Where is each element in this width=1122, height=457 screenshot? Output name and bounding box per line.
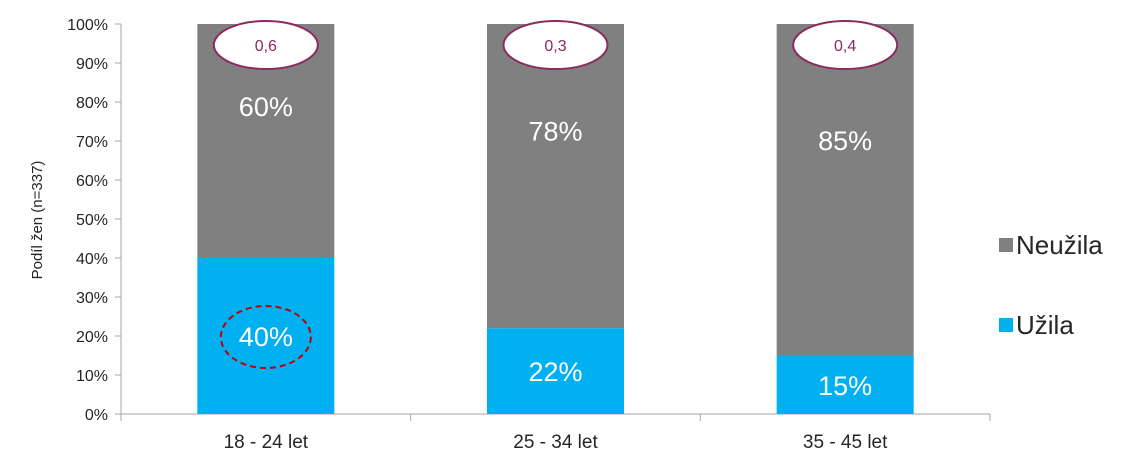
bar-value-label: 60% <box>239 92 293 122</box>
labels: 40% 60% 18 - 24 let 0,6 22% 78% 25 - 34 let 0,3… <box>212 20 899 453</box>
y-axis-title: Podíl žen (n=337) <box>29 161 46 280</box>
y-tick-label: 30% <box>76 290 108 307</box>
y-tick-label: 60% <box>76 173 108 190</box>
y-tick-label: 10% <box>76 368 108 385</box>
highlight-ellipse <box>219 305 312 369</box>
annotation-bubble <box>502 20 609 70</box>
bar-value-label: 15% <box>818 371 872 401</box>
bar-value-label: 85% <box>818 126 872 156</box>
y-tick-label: 0% <box>85 407 108 424</box>
y-tick-label: 100% <box>67 17 108 34</box>
annotation-label: 0,3 <box>544 38 566 55</box>
annotation-label: 0,6 <box>255 38 277 55</box>
bar-segment <box>487 328 624 414</box>
bar-value-label: 22% <box>528 357 582 387</box>
legend-label: Užila <box>1016 310 1074 340</box>
annotation-bubble <box>792 20 899 70</box>
bar-value-label: 78% <box>528 116 582 146</box>
bar-segment <box>776 355 914 414</box>
legend: Neužila Užila <box>999 230 1103 340</box>
bar-value-label: 40% <box>239 322 293 352</box>
y-tick-label: 20% <box>76 329 108 346</box>
annotation-label: 0,4 <box>834 38 856 55</box>
y-tick-label: 70% <box>76 134 108 151</box>
legend-swatch <box>999 238 1013 252</box>
y-tick-label: 50% <box>76 212 108 229</box>
y-tick-label: 80% <box>76 95 108 112</box>
legend-swatch <box>999 318 1013 332</box>
x-tick-label: 25 - 34 let <box>513 432 598 453</box>
bar-segment <box>776 24 914 356</box>
legend-label: Neužila <box>1016 230 1103 260</box>
bar-segment <box>487 24 624 329</box>
bars <box>197 24 914 414</box>
x-tick-label: 18 - 24 let <box>224 432 309 453</box>
x-tick-label: 35 - 45 let <box>803 432 888 453</box>
y-tick-label: 40% <box>76 251 108 268</box>
annotation-bubble <box>212 20 319 70</box>
y-tick-label: 90% <box>76 56 108 73</box>
